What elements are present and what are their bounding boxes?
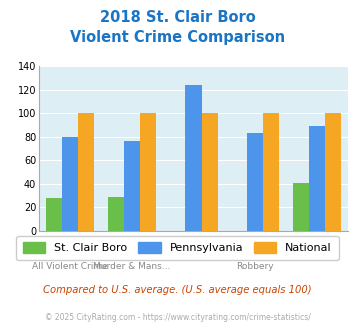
Legend: St. Clair Boro, Pennsylvania, National: St. Clair Boro, Pennsylvania, National xyxy=(16,236,339,260)
Bar xyxy=(62,137,78,231)
Text: © 2025 CityRating.com - https://www.cityrating.com/crime-statistics/: © 2025 CityRating.com - https://www.city… xyxy=(45,314,310,322)
Text: Compared to U.S. average. (U.S. average equals 100): Compared to U.S. average. (U.S. average … xyxy=(43,285,312,295)
Bar xyxy=(202,113,218,231)
Bar xyxy=(108,197,124,231)
Bar xyxy=(247,133,263,231)
Bar xyxy=(325,113,341,231)
Bar xyxy=(293,183,309,231)
Bar xyxy=(185,85,202,231)
Bar xyxy=(140,113,156,231)
Text: Violent Crime Comparison: Violent Crime Comparison xyxy=(70,30,285,45)
Text: Aggravated Assault: Aggravated Assault xyxy=(87,248,176,257)
Bar xyxy=(309,126,325,231)
Bar xyxy=(263,113,279,231)
Text: 2018 St. Clair Boro: 2018 St. Clair Boro xyxy=(100,10,255,25)
Text: All Violent Crime: All Violent Crime xyxy=(32,262,108,271)
Bar xyxy=(46,198,62,231)
Bar xyxy=(124,142,140,231)
Text: Murder & Mans...: Murder & Mans... xyxy=(93,262,170,271)
Text: Robbery: Robbery xyxy=(236,262,274,271)
Text: Rape: Rape xyxy=(244,248,267,257)
Bar xyxy=(78,113,94,231)
